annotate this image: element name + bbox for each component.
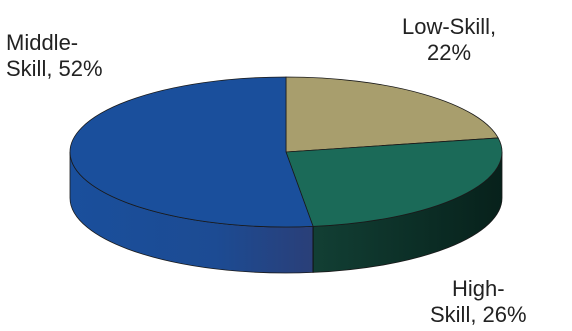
slice-label-high-skill: High- Skill, 26% — [430, 276, 527, 328]
slice-label-middle-skill: Middle- Skill, 52% — [6, 30, 103, 82]
slice-label-high-line1: High- — [452, 276, 505, 301]
pie-slice-low-skill — [285, 76, 499, 153]
slice-label-middle-line1: Middle- — [6, 30, 79, 55]
pie-slice-middle-skill — [69, 76, 314, 228]
slice-label-low-line2: 22% — [427, 40, 472, 65]
slice-label-high-line2: Skill, 26% — [430, 302, 527, 327]
slice-label-low-skill: Low-Skill, 22% — [402, 14, 496, 66]
pie-slice-high-skill — [285, 137, 503, 227]
slice-label-low-line1: Low-Skill, — [402, 14, 497, 39]
slice-label-middle-line2: Skill, 52% — [6, 56, 103, 81]
